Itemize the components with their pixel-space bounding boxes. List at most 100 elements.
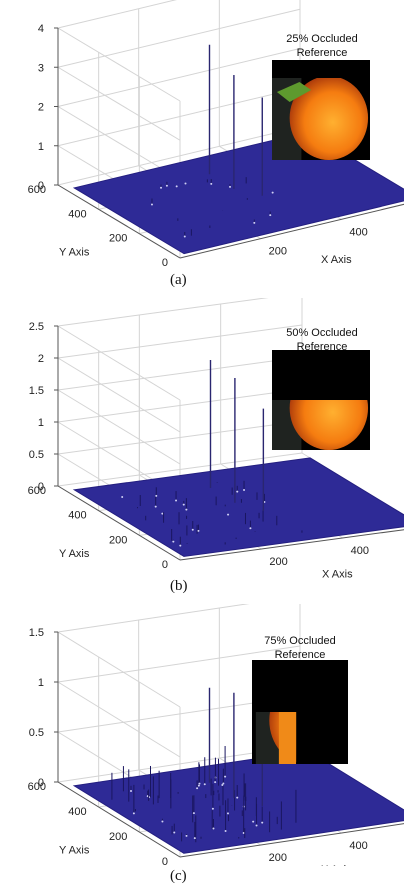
noise-spikes xyxy=(111,745,297,843)
grid-line xyxy=(57,356,303,391)
noise-dot xyxy=(175,499,178,502)
noise-dot xyxy=(191,528,194,531)
noise-dot xyxy=(182,503,185,506)
orange-body xyxy=(289,78,369,160)
y-axis-title: Y Axis xyxy=(59,845,90,857)
y-axis-title: Y Axis xyxy=(59,548,90,560)
grid-line xyxy=(57,48,301,107)
noise-dot xyxy=(269,214,272,217)
noise-dot xyxy=(226,812,229,815)
noise-dot xyxy=(185,834,188,837)
noise-dot xyxy=(130,789,133,792)
noise-dot xyxy=(150,203,153,206)
x-axis-line xyxy=(179,823,404,858)
noise-dot xyxy=(154,505,157,508)
grid-line xyxy=(57,27,181,102)
noise-dot xyxy=(243,488,246,491)
y-axis-line xyxy=(57,485,181,561)
noise-dot xyxy=(212,827,215,830)
orange-body xyxy=(289,400,369,450)
y-axis-title: Y Axis xyxy=(59,247,90,259)
noise-dot xyxy=(175,185,178,188)
y-tick-label: 400 xyxy=(68,510,86,522)
reference-image xyxy=(252,660,348,764)
axes xyxy=(57,326,404,561)
noise-dot xyxy=(165,184,168,187)
grid-line xyxy=(57,8,301,68)
noise-dot xyxy=(173,831,176,834)
y-axis-line xyxy=(57,781,181,858)
y-tick-label: 0 xyxy=(162,856,168,866)
noise-dot xyxy=(172,540,175,543)
caption-a: (a) xyxy=(170,272,187,288)
leaf xyxy=(276,82,312,102)
noise-dot xyxy=(203,783,206,786)
noise-dot xyxy=(221,783,224,786)
noise-dot xyxy=(197,529,200,532)
grid-line xyxy=(57,389,181,465)
grid-line xyxy=(57,298,269,327)
reference-image xyxy=(272,350,370,450)
x-tick-label: 200 xyxy=(269,556,287,568)
x-axis-line xyxy=(179,203,404,259)
grid-line xyxy=(57,324,303,359)
grid-line xyxy=(57,0,177,29)
grid-line xyxy=(57,66,181,141)
orange-fruit xyxy=(272,78,369,160)
z-tick-label: 3 xyxy=(38,62,44,74)
x-axis-title: X Axis xyxy=(322,569,353,579)
caption-b: (b) xyxy=(170,578,188,594)
z-tick-label: 1.5 xyxy=(29,385,44,397)
surface-floor xyxy=(72,457,404,557)
x-tick-label: 400 xyxy=(351,545,369,557)
z-tick-label: 0.5 xyxy=(29,727,44,739)
noise-dot xyxy=(155,494,158,497)
reference-image xyxy=(272,60,370,160)
z-tick-label: 4 xyxy=(38,23,44,35)
y-tick-label: 0 xyxy=(162,559,168,571)
noise-dot xyxy=(236,490,239,493)
axes xyxy=(57,632,404,858)
noise-dot xyxy=(253,221,256,224)
noise-dot xyxy=(214,781,217,784)
y-tick-label: 400 xyxy=(68,806,86,818)
reference-subtitle: Reference xyxy=(275,649,326,661)
x-tick-label: 200 xyxy=(269,852,287,864)
noise-dot xyxy=(161,512,164,515)
grid-line xyxy=(57,357,181,433)
y-tick-label: 200 xyxy=(109,534,127,546)
noise-dot xyxy=(161,820,164,823)
caption-c: (c) xyxy=(170,868,187,884)
y-tick-label: 200 xyxy=(109,233,127,245)
z-tick-label: 2.5 xyxy=(29,321,44,333)
noise-dot xyxy=(132,812,135,815)
y-tick-label: 600 xyxy=(28,485,46,497)
noise-dot xyxy=(261,821,264,824)
noise-dot xyxy=(192,812,195,815)
reference-title: 75% Occluded xyxy=(264,635,336,647)
noise-dot xyxy=(185,508,188,511)
noise-dot xyxy=(227,513,230,516)
x-axis-title: X Axis xyxy=(321,254,352,266)
y-tick-label: 0 xyxy=(162,257,168,269)
grid-line xyxy=(57,631,181,708)
noise-dot xyxy=(179,544,182,547)
noise-dot xyxy=(242,832,245,835)
noise-dot xyxy=(211,807,214,810)
grid-line xyxy=(57,604,250,633)
z-tick-label: 0.5 xyxy=(29,449,44,461)
reference-subtitle: Reference xyxy=(297,47,348,59)
noise-dot xyxy=(252,820,255,823)
z-tick-label: 2 xyxy=(38,353,44,365)
z-tick-label: 1 xyxy=(38,417,44,429)
y-tick-label: 600 xyxy=(28,184,46,196)
noise-dot xyxy=(271,191,274,194)
y-tick-label: 200 xyxy=(109,831,127,843)
noise-dot xyxy=(224,775,227,778)
